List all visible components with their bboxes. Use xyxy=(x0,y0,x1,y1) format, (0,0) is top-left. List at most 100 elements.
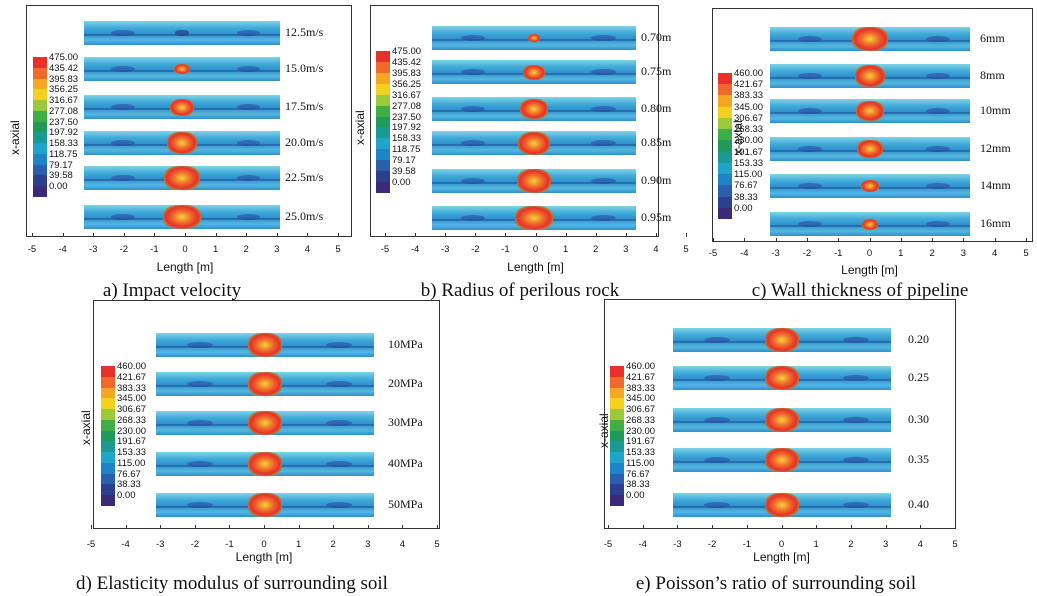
row-label: 50MPa xyxy=(388,497,423,511)
x-tick-mark xyxy=(625,233,627,237)
colorbar-value: 383.33 xyxy=(117,382,147,394)
low-stress-zone xyxy=(591,106,616,112)
colorbar-swatch xyxy=(610,484,624,496)
colorbar-swatch xyxy=(101,409,115,421)
x-tick-mark xyxy=(185,233,186,237)
colorbar-value: 118.75 xyxy=(49,148,78,160)
x-tick-mark xyxy=(246,233,248,237)
colorbar-swatch xyxy=(101,398,115,410)
row-label: 12mm xyxy=(980,141,1011,155)
colorbar-value: 79.17 xyxy=(392,155,416,167)
colorbar-value: 230.00 xyxy=(117,425,147,437)
contour-strip xyxy=(84,95,280,119)
x-tick-label: 3 xyxy=(365,539,371,550)
x-tick-label: -2 xyxy=(190,539,200,550)
x-tick-mark xyxy=(838,238,840,242)
colorbar-swatch xyxy=(376,138,390,150)
colorbar-swatch xyxy=(101,387,115,399)
low-stress-zone xyxy=(798,73,822,79)
colorbar-swatch xyxy=(376,149,390,161)
low-stress-zone xyxy=(236,66,261,72)
x-tick-mark xyxy=(642,525,644,529)
colorbar-value: 230.00 xyxy=(626,425,656,437)
impact-stress-zone xyxy=(174,64,190,74)
x-tick-label: 1 xyxy=(212,244,219,255)
colorbar-swatch xyxy=(610,473,624,485)
x-tick-label: -3 xyxy=(155,539,165,550)
colorbar-value: 158.33 xyxy=(392,133,422,145)
x-tick-label: -3 xyxy=(88,244,98,255)
low-stress-zone xyxy=(591,215,616,221)
contour-strip xyxy=(432,206,636,230)
x-tick-label: -1 xyxy=(742,539,752,550)
impact-stress-zone xyxy=(162,205,202,229)
x-tick-label: 2 xyxy=(243,244,249,255)
colorbar-value: 395.83 xyxy=(392,67,422,79)
colorbar-swatch xyxy=(610,387,624,399)
row-label: 40MPa xyxy=(388,456,423,470)
impact-stress-zone xyxy=(169,98,195,116)
x-tick-mark xyxy=(154,233,156,237)
contour-strip xyxy=(673,366,891,390)
colorbar-swatch xyxy=(718,106,732,119)
x-tick-label: 5 xyxy=(434,539,440,550)
low-stress-zone xyxy=(591,178,616,184)
x-tick-label: 2 xyxy=(848,539,854,550)
impact-stress-zone xyxy=(764,448,800,472)
contour-strip xyxy=(432,131,636,155)
colorbar-swatch xyxy=(33,132,47,144)
x-tick-label: -1 xyxy=(150,244,159,255)
colorbar-swatch xyxy=(610,462,624,475)
low-stress-zone xyxy=(843,417,870,423)
colorbar-swatch xyxy=(718,73,732,85)
x-tick-label: -4 xyxy=(58,244,67,255)
x-tick-label: 5 xyxy=(683,244,689,255)
colorbar-swatch xyxy=(376,182,390,194)
x-tick-mark xyxy=(655,233,657,237)
contour-strip xyxy=(770,99,970,123)
colorbar-swatch xyxy=(101,462,115,475)
x-tick-label: -1 xyxy=(833,248,843,259)
low-stress-zone xyxy=(843,337,870,343)
colorbar-swatch xyxy=(610,441,624,453)
contour-strip xyxy=(84,205,280,229)
x-tick-label: 3 xyxy=(274,244,280,255)
x-tick-label: 0 xyxy=(261,539,267,550)
colorbar-value: 475.00 xyxy=(392,46,422,57)
low-stress-zone xyxy=(703,457,730,463)
x-tick-label: 2 xyxy=(593,244,599,255)
contour-strip xyxy=(156,333,374,357)
low-stress-zone xyxy=(591,140,616,146)
contour-strip xyxy=(84,57,280,81)
colorbar-swatch xyxy=(376,51,390,63)
colorbar-value: 345.00 xyxy=(734,101,764,113)
contour-strip xyxy=(673,493,891,517)
colorbar-value: 0.00 xyxy=(117,490,136,502)
low-stress-zone xyxy=(111,140,135,146)
low-stress-zone xyxy=(798,146,822,152)
x-tick-mark xyxy=(298,525,300,529)
colorbar-value: 153.33 xyxy=(734,157,764,169)
colorbar-swatch xyxy=(101,376,115,389)
x-tick-mark xyxy=(307,233,309,237)
x-tick-mark xyxy=(775,238,777,242)
impact-stress-zone xyxy=(857,140,883,158)
colorbar-swatch xyxy=(610,495,624,507)
panel-caption: a) Impact velocity xyxy=(102,280,242,301)
colorbar-value: 230.00 xyxy=(734,135,764,147)
x-tick-mark xyxy=(677,525,679,529)
low-stress-zone xyxy=(798,108,822,114)
colorbar-swatch xyxy=(376,83,390,96)
low-stress-zone xyxy=(460,215,486,221)
colorbar-swatch xyxy=(610,376,624,389)
colorbar-value: 345.00 xyxy=(117,393,147,405)
x-tick-mark xyxy=(608,525,609,529)
colorbar-value: 76.67 xyxy=(626,468,650,480)
x-tick-label: -5 xyxy=(380,244,390,255)
contour-strip xyxy=(673,328,891,352)
colorbar-value: 421.67 xyxy=(734,79,764,91)
colorbar-value: 395.83 xyxy=(49,73,79,85)
low-stress-zone xyxy=(460,106,486,112)
x-tick-label: -4 xyxy=(121,539,130,550)
colorbar-value: 356.25 xyxy=(49,84,79,96)
